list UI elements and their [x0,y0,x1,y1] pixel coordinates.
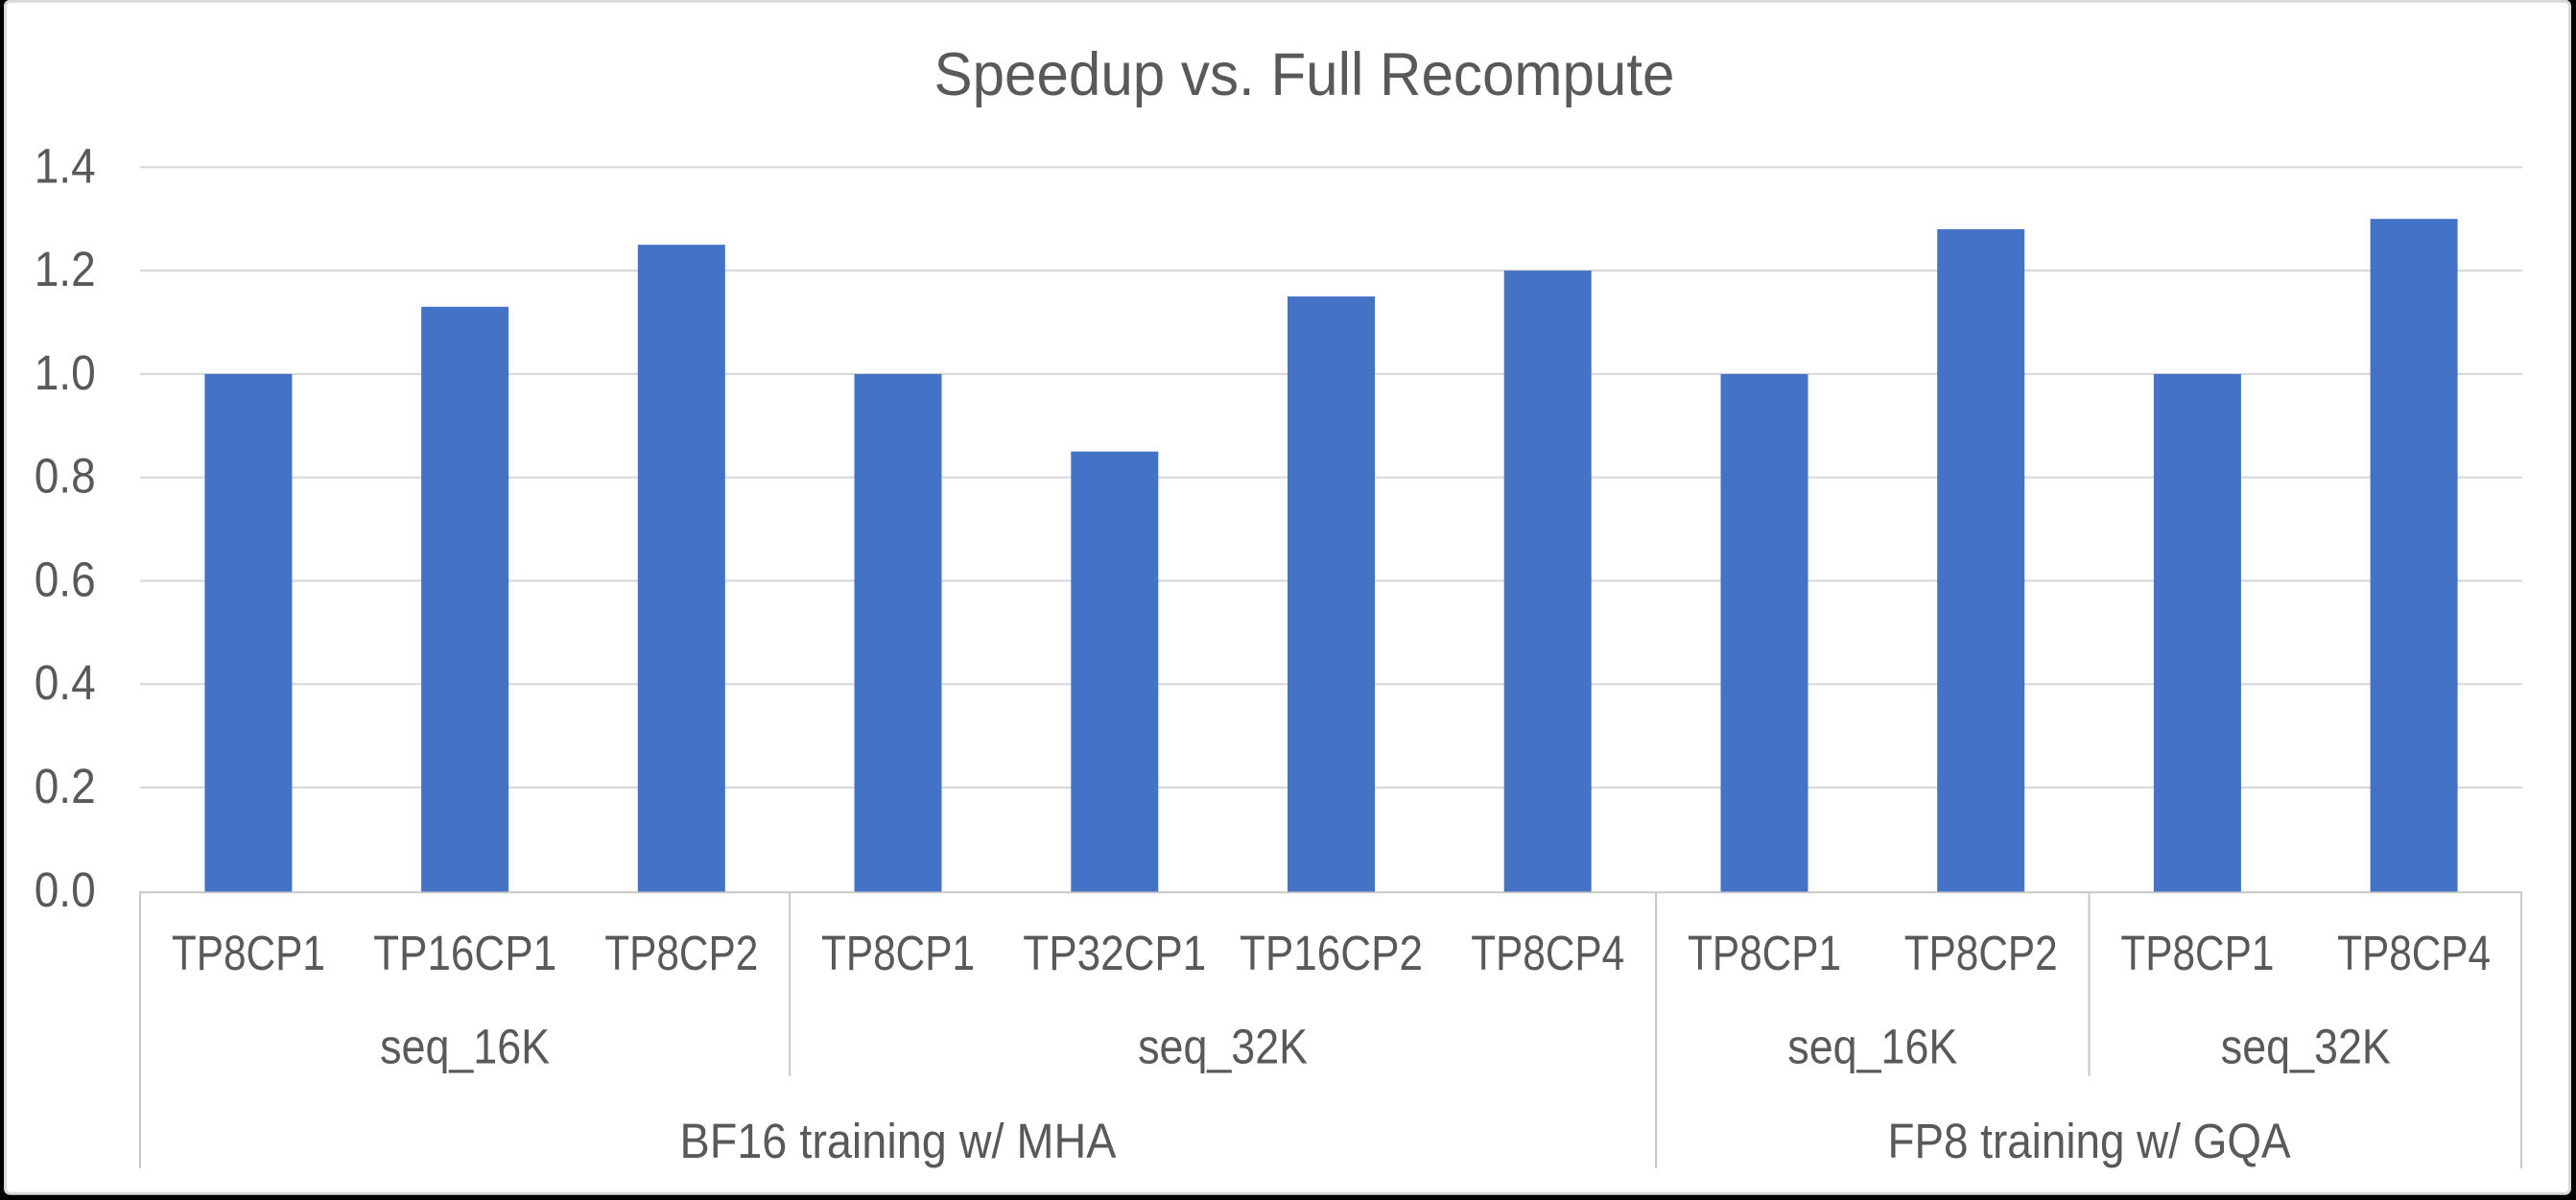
svg-text:0.0: 0.0 [35,861,96,917]
svg-text:1.2: 1.2 [35,241,96,296]
svg-text:TP8CP2: TP8CP2 [1904,925,2058,980]
svg-text:0.4: 0.4 [35,654,96,710]
svg-text:seq_16K: seq_16K [380,1019,550,1074]
svg-text:TP8CP4: TP8CP4 [1471,925,1624,980]
svg-text:seq_32K: seq_32K [1138,1019,1308,1074]
svg-text:TP32CP1: TP32CP1 [1023,925,1206,980]
svg-text:seq_16K: seq_16K [1787,1019,1957,1074]
svg-text:seq_32K: seq_32K [2221,1019,2391,1074]
svg-text:TP8CP4: TP8CP4 [2337,925,2491,980]
svg-text:1.4: 1.4 [35,137,96,193]
svg-text:0.8: 0.8 [35,448,96,504]
svg-text:0.6: 0.6 [35,552,96,607]
svg-text:BF16 training w/ MHA: BF16 training w/ MHA [680,1113,1118,1168]
svg-text:Speedup vs. Full Recompute: Speedup vs. Full Recompute [934,41,1675,108]
svg-text:FP8 training w/ GQA: FP8 training w/ GQA [1888,1113,2292,1168]
svg-text:TP16CP1: TP16CP1 [373,925,556,980]
svg-text:TP8CP1: TP8CP1 [821,925,975,980]
svg-text:TP8CP1: TP8CP1 [1688,925,1841,980]
svg-text:0.2: 0.2 [35,758,96,813]
svg-text:1.0: 1.0 [35,344,96,400]
svg-text:TP8CP2: TP8CP2 [604,925,758,980]
svg-text:TP8CP1: TP8CP1 [172,925,325,980]
svg-text:TP16CP2: TP16CP2 [1240,925,1423,980]
svg-text:TP8CP1: TP8CP1 [2120,925,2274,980]
